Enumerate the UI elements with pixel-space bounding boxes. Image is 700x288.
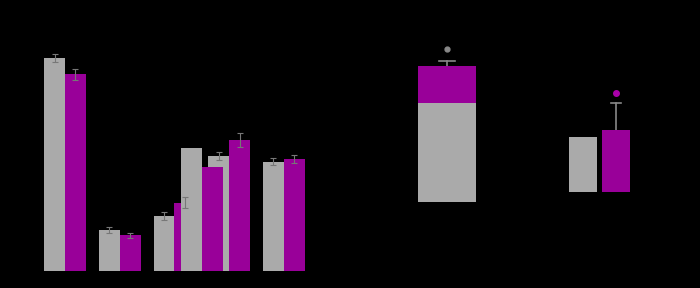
Bar (569, 137, 597, 192)
Bar (284, 159, 304, 271)
Bar (419, 103, 476, 202)
Bar (99, 230, 120, 271)
Bar (44, 58, 65, 271)
Bar (209, 156, 229, 271)
Bar (181, 148, 202, 271)
Bar (174, 202, 195, 271)
Bar (120, 235, 141, 271)
Bar (202, 167, 223, 271)
Bar (65, 74, 86, 271)
Bar (154, 216, 174, 271)
Bar (602, 130, 630, 192)
Bar (263, 162, 284, 271)
Bar (229, 140, 250, 271)
Bar (419, 66, 476, 103)
